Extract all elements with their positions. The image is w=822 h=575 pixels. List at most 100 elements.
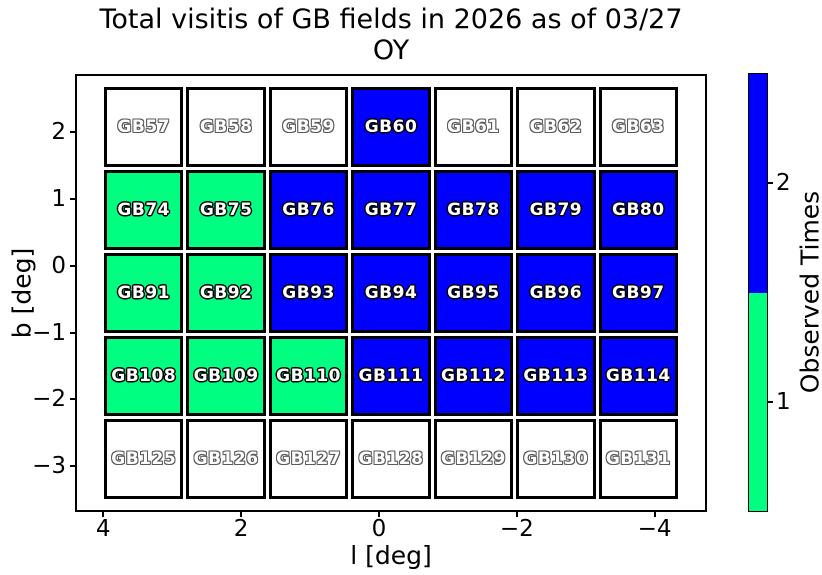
field-cell-gb59: GB59 (268, 87, 349, 167)
field-label: GB114 (605, 366, 671, 386)
colorbar-segment-1 (749, 292, 767, 511)
field-cell-gb77: GB77 (351, 170, 431, 250)
field-cell-gb108: GB108 (104, 336, 184, 416)
x-tick-mark (377, 512, 380, 517)
field-cell-gb92: GB92 (186, 253, 266, 333)
chart-title-line1: Total visitis of GB fields in 2026 as of… (99, 4, 683, 35)
field-cell-gb62: GB62 (516, 87, 596, 167)
field-label: GB61 (447, 117, 500, 137)
field-cell-gb114: GB114 (598, 336, 678, 416)
x-tick-mark (515, 512, 518, 517)
field-cell-gb79: GB79 (516, 170, 596, 250)
field-cell-gb97: GB97 (598, 253, 678, 333)
field-label: GB79 (529, 200, 583, 220)
colorbar-segment-2 (749, 74, 767, 293)
chart-title-line2: OY (372, 35, 410, 66)
colorbar-label: Observed Times (795, 190, 822, 394)
field-cell-gb94: GB94 (351, 253, 431, 333)
x-tick-label: 2 (233, 516, 249, 542)
field-label: GB111 (358, 366, 424, 386)
field-cell-gb91: GB91 (104, 253, 184, 333)
field-label: GB76 (282, 200, 335, 220)
field-label: GB74 (117, 200, 170, 220)
field-cell-gb125: GB125 (104, 419, 184, 499)
y-tick-label: 1 (51, 185, 66, 212)
field-cell-gb127: GB127 (268, 419, 349, 499)
field-label: GB109 (193, 366, 259, 386)
x-axis-label: l [deg] (350, 541, 432, 570)
field-cell-gb112: GB112 (433, 336, 514, 416)
field-label: GB63 (611, 117, 665, 137)
field-cell-gb61: GB61 (433, 87, 514, 167)
y-tick-label: 2 (51, 118, 66, 145)
field-cell-gb113: GB113 (516, 336, 596, 416)
y-tick-mark (70, 197, 75, 200)
field-label: GB94 (364, 283, 418, 303)
field-cell-gb60: GB60 (351, 87, 431, 167)
field-label: GB96 (529, 283, 583, 303)
x-tick-label: −2 (499, 516, 534, 542)
field-label: GB59 (282, 117, 335, 137)
field-label: GB128 (358, 449, 424, 469)
colorbar (748, 73, 768, 512)
field-cell-gb96: GB96 (516, 253, 596, 333)
field-cell-gb130: GB130 (516, 419, 596, 499)
y-tick-mark (70, 398, 75, 401)
field-label: GB91 (117, 283, 170, 303)
field-label: GB108 (111, 366, 177, 386)
field-label: GB57 (117, 117, 170, 137)
field-label: GB130 (523, 449, 589, 469)
field-cell-gb93: GB93 (268, 253, 349, 333)
field-label: GB95 (447, 283, 500, 303)
x-tick-mark (102, 512, 105, 517)
field-cell-gb58: GB58 (186, 87, 266, 167)
field-cell-gb78: GB78 (433, 170, 514, 250)
field-label: GB97 (611, 283, 665, 303)
field-label: GB80 (611, 200, 665, 220)
colorbar-tick-mark (768, 181, 773, 184)
y-tick-mark (70, 465, 75, 468)
x-tick-mark (653, 512, 656, 517)
field-label: GB62 (529, 117, 583, 137)
y-axis-label: b [deg] (7, 247, 37, 339)
field-cell-gb63: GB63 (598, 87, 678, 167)
y-tick-label: −2 (32, 386, 66, 413)
field-label: GB110 (276, 366, 342, 386)
y-tick-label: −1 (32, 319, 66, 346)
field-cell-gb110: GB110 (268, 336, 349, 416)
field-label: GB93 (282, 283, 335, 303)
field-cell-gb75: GB75 (186, 170, 266, 250)
x-tick-label: 0 (371, 516, 387, 542)
plot-area: GB57 GB58 GB59 GB60 GB61 GB62 GB63 GB74 GB75 GB76… (75, 74, 707, 512)
colorbar-tick-mark (768, 401, 773, 404)
field-cell-gb76: GB76 (268, 170, 349, 250)
field-label: GB125 (111, 449, 177, 469)
field-grid: GB57 GB58 GB59 GB60 GB61 GB62 GB63 GB74 GB75 GB76… (104, 87, 678, 499)
x-tick-mark (240, 512, 243, 517)
field-label: GB131 (605, 449, 671, 469)
field-cell-gb57: GB57 (104, 87, 184, 167)
field-label: GB75 (199, 200, 253, 220)
field-label: GB129 (440, 449, 506, 469)
field-cell-gb129: GB129 (433, 419, 514, 499)
field-cell-gb111: GB111 (351, 336, 431, 416)
x-tick-label: −4 (637, 516, 672, 542)
colorbar-tick-label: 1 (776, 389, 791, 416)
field-cell-gb74: GB74 (104, 170, 184, 250)
field-cell-gb126: GB126 (186, 419, 266, 499)
field-label: GB78 (447, 200, 500, 220)
field-cell-gb95: GB95 (433, 253, 514, 333)
field-cell-gb128: GB128 (351, 419, 431, 499)
field-label: GB112 (440, 366, 506, 386)
field-cell-gb109: GB109 (186, 336, 266, 416)
field-label: GB113 (523, 366, 589, 386)
field-label: GB77 (364, 200, 418, 220)
y-tick-mark (70, 331, 75, 334)
x-tick-label: 4 (95, 516, 111, 542)
y-tick-mark (70, 130, 75, 133)
y-tick-label: −3 (32, 453, 66, 480)
field-label: GB127 (276, 449, 342, 469)
y-tick-mark (70, 264, 75, 267)
field-label: GB92 (199, 283, 253, 303)
